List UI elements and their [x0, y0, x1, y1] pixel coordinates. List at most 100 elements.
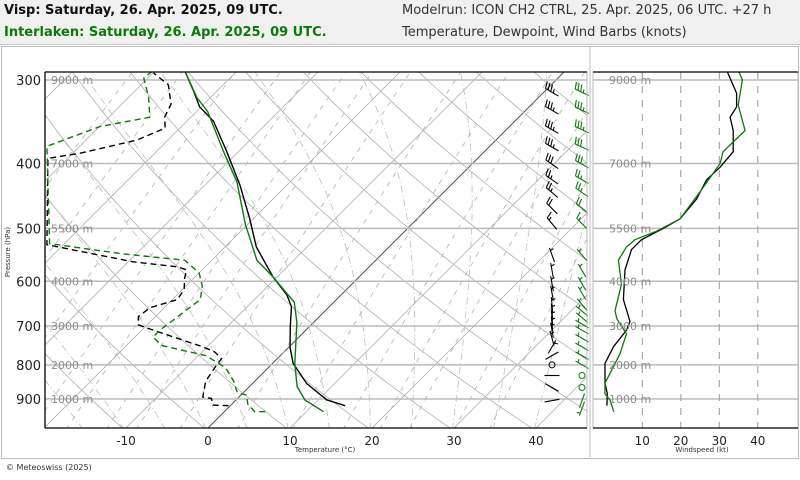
visp-wind-barb [549, 330, 555, 346]
barb-half-feather [552, 89, 555, 94]
barb-staff [545, 351, 559, 360]
isotherm-line [207, 72, 565, 428]
barb-half-feather [550, 175, 553, 180]
main-plot-border [44, 71, 588, 429]
barb-feather [577, 101, 580, 109]
temperature-tick-label: -10 [116, 434, 136, 448]
isotherm-line [616, 60, 800, 430]
isotherm-line [0, 60, 2, 430]
barb-half-feather [552, 107, 555, 112]
windspeed-tick-label: 20 [673, 434, 688, 448]
pressure-tick-label: 700 [16, 320, 41, 335]
barb-half-feather [578, 304, 581, 309]
barb-staff [576, 217, 588, 230]
moist-adiabat-line [160, 72, 330, 428]
barb-half-feather [577, 340, 580, 345]
barb-feather [547, 100, 551, 109]
interlaken-wind-barb [577, 286, 587, 300]
interlaken-wind-barb [575, 349, 589, 360]
barb-staff [577, 263, 587, 278]
dry-adiabat-line [72, 72, 451, 428]
windspeed-curves [604, 72, 746, 412]
barb-half-feather [554, 342, 558, 345]
mixing-ratio-line [45, 72, 183, 259]
isotherm-line [45, 72, 237, 264]
barb-feather [544, 118, 548, 127]
height-label: 5500 m [51, 222, 93, 235]
height-label: 4000 m [609, 275, 651, 288]
dry-adiabat-line [129, 72, 533, 428]
visp-wind-barb [544, 99, 559, 115]
visp-wind-barb [550, 262, 555, 278]
mixing-ratio-line [136, 72, 373, 428]
barb-half-feather [582, 107, 585, 112]
interlaken-wind-barb [574, 168, 589, 185]
isotherm-line [289, 130, 587, 428]
modelrun-info: Modelrun: ICON CH2 CTRL, 25. Apr. 2025, … [402, 3, 772, 18]
barb-half-feather [551, 311, 556, 314]
barb-feather [574, 81, 577, 90]
moist-adiabat-line [452, 72, 473, 428]
moist-adiabat-line [45, 113, 248, 428]
chart-subtitle: Temperature, Dewpoint, Wind Barbs (knots… [402, 25, 687, 40]
barb-feather [574, 136, 577, 145]
windspeed-tick-label: 10 [635, 434, 650, 448]
barb-half-feather [577, 358, 580, 363]
interlaken-windspeed-line [604, 72, 746, 412]
barb-half-feather [550, 188, 553, 192]
moist-adiabat-line [45, 262, 165, 428]
interlaken-wind-barb [575, 340, 589, 352]
y-axis-title: Pressure (hPa) [4, 227, 12, 277]
plot-frame [1, 46, 799, 459]
visp-wind-barb [550, 316, 556, 332]
barb-feather [544, 81, 548, 89]
barb-feather [550, 102, 554, 110]
barb-half-feather [577, 324, 580, 329]
interlaken-wind-barb [576, 401, 586, 416]
height-label: 1000 m [51, 393, 93, 406]
windspeed-axis-title: Windspeed (kt) [675, 446, 728, 454]
barb-feather [574, 99, 577, 108]
interlaken-dewpoint-line [46, 72, 266, 413]
moist-adiabat-line [359, 72, 416, 428]
moist-adiabat-line [45, 379, 83, 428]
barb-half-feather [551, 298, 556, 301]
barb-feather [550, 156, 554, 164]
visp-wind-barb [545, 351, 559, 360]
interlaken-wind-barb [575, 324, 589, 335]
isotherm-line [45, 72, 401, 428]
mixing-ratio-line [45, 72, 236, 339]
barb-feather [550, 139, 554, 147]
height-label: 9000 m [609, 74, 651, 87]
dry-adiabat-line [187, 72, 587, 412]
barb-feather [548, 198, 553, 206]
interlaken-wind-barb [578, 372, 586, 380]
dry-adiabat-line [45, 274, 206, 428]
visp-wind-barb [550, 303, 556, 319]
barb-half-feather [577, 349, 580, 354]
barb-feather [576, 211, 581, 219]
barb-feather [577, 182, 582, 191]
barb-feather [545, 152, 549, 161]
station2-title: Interlaken: Saturday, 26. Apr. 2025, 09 … [4, 25, 327, 40]
isotherm-line [371, 212, 587, 428]
dry-adiabat-line [577, 60, 800, 430]
mixing-ratio-line [380, 72, 586, 428]
barb-feather [577, 137, 580, 146]
calm-wind-circle [578, 384, 586, 392]
barb-feather [550, 121, 554, 130]
barb-staff [578, 401, 586, 416]
barb-feather [575, 181, 579, 189]
dry-adiabat-line [45, 353, 124, 428]
visp-wind-barb [550, 322, 555, 338]
interlaken-wind-barb [578, 384, 586, 392]
barb-half-feather [578, 248, 582, 252]
height-label: 3000 m [51, 320, 93, 333]
visp-wind-barb [545, 168, 559, 185]
visp-windspeed-line [604, 72, 738, 406]
barb-feather [545, 168, 549, 176]
mixing-ratio-line [179, 72, 411, 428]
barb-half-feather [552, 126, 555, 131]
visp-temperature-line [184, 72, 346, 407]
barb-half-feather [580, 188, 583, 192]
